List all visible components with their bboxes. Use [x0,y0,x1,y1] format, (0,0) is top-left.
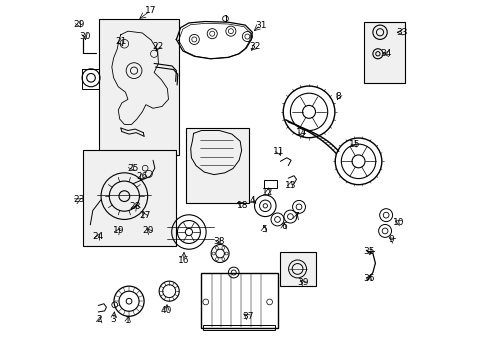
Text: 5: 5 [261,225,266,234]
Text: 27: 27 [139,211,150,220]
Text: 11: 11 [272,147,284,156]
Bar [264,180,276,188]
Bar [186,128,249,203]
Text: 16: 16 [178,256,189,265]
Text: 23: 23 [73,195,84,204]
Text: 9: 9 [388,235,394,244]
Text: 22: 22 [152,42,163,51]
Text: 36: 36 [363,274,374,283]
Text: 26: 26 [136,172,148,181]
Text: 29: 29 [73,19,84,28]
Text: 18: 18 [237,201,248,210]
Bar [83,149,175,246]
Text: 4: 4 [249,196,255,205]
Text: 1: 1 [125,316,131,325]
Text: 28: 28 [129,202,141,211]
Bar [363,22,404,83]
Text: 34: 34 [380,49,391,58]
Text: 24: 24 [92,232,103,241]
Text: 33: 33 [395,28,407,37]
Text: 40: 40 [160,306,172,315]
Text: 39: 39 [296,278,308,287]
Text: 35: 35 [363,247,374,256]
Text: 12: 12 [262,188,273,197]
Bar [203,325,274,329]
Text: 15: 15 [348,140,360,149]
Text: 20: 20 [142,226,154,235]
Bar [99,19,179,155]
Text: 10: 10 [392,218,404,227]
Bar [201,273,277,328]
Text: 25: 25 [127,164,138,173]
Text: 32: 32 [249,42,261,51]
Bar [279,252,315,286]
Text: 8: 8 [335,92,341,101]
Text: 21: 21 [115,37,126,46]
Text: 37: 37 [242,312,253,321]
Text: 13: 13 [284,181,296,190]
Text: 19: 19 [112,226,124,235]
Text: 2: 2 [97,315,102,324]
Text: 38: 38 [212,237,224,246]
Text: 31: 31 [254,21,266,30]
Text: 3: 3 [110,315,116,324]
Text: 17: 17 [144,6,156,15]
Text: 30: 30 [79,32,90,41]
Text: 6: 6 [281,222,286,231]
Text: 14: 14 [296,128,307,137]
Text: 7: 7 [293,212,299,221]
